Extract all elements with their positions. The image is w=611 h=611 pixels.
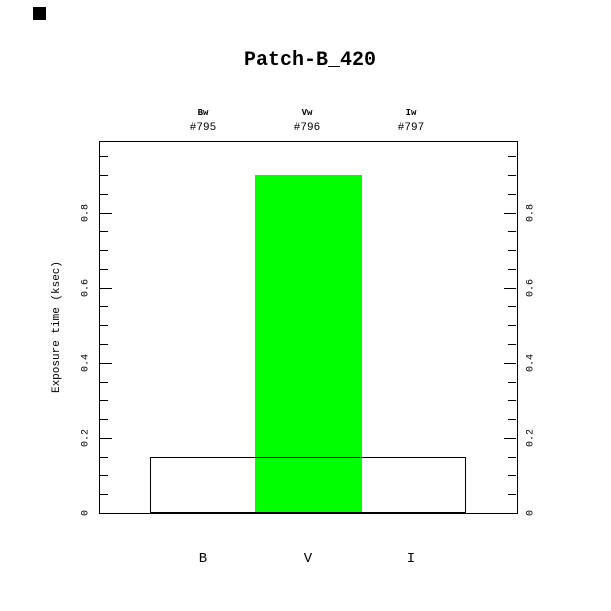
y-right-tick — [508, 156, 516, 157]
y-tick-label-left-0p2: 0.2 — [80, 428, 92, 448]
y-tick-label-right-0p8: 0.8 — [525, 203, 537, 223]
plot-frame — [99, 141, 518, 514]
y-right-tick — [508, 494, 516, 495]
y-right-tick — [504, 288, 516, 289]
y-left-tick — [100, 363, 112, 364]
y-right-tick — [508, 175, 516, 176]
y-left-tick — [100, 231, 108, 232]
y-left-tick — [100, 194, 108, 195]
y-left-tick — [100, 475, 108, 476]
y-right-tick — [508, 306, 516, 307]
y-right-tick — [508, 457, 516, 458]
top-axis-column-b: Bw #795 — [143, 108, 263, 135]
top-axis-column-i: Iw #797 — [351, 108, 471, 135]
y-left-tick — [100, 288, 112, 289]
y-left-tick — [100, 400, 108, 401]
filter-label-iw: Iw — [405, 108, 417, 118]
y-right-tick — [508, 325, 516, 326]
y-left-tick — [100, 269, 108, 270]
y-right-tick — [508, 231, 516, 232]
y-left-tick — [100, 344, 108, 345]
x-category-label-v: V — [303, 551, 313, 567]
chart-title: Patch-B_420 — [243, 49, 377, 72]
exposure-id-796: #796 — [293, 122, 321, 134]
exposure-id-797: #797 — [397, 122, 425, 134]
filter-label-vw: Vw — [301, 108, 313, 118]
y-right-tick — [504, 438, 516, 439]
top-axis-column-v: Vw #796 — [247, 108, 367, 135]
x-category-label-i: I — [406, 551, 416, 567]
y-axis-title: Exposure time (ksec) — [51, 260, 63, 394]
y-right-tick — [508, 250, 516, 251]
y-tick-label-left-0p6: 0.6 — [80, 278, 92, 298]
y-tick-label-left-0: 0 — [80, 509, 92, 517]
y-left-tick — [100, 382, 108, 383]
y-tick-label-right-0p6: 0.6 — [525, 278, 537, 298]
y-right-tick — [508, 419, 516, 420]
y-left-tick — [100, 213, 112, 214]
y-tick-label-left-0p4: 0.4 — [80, 353, 92, 373]
y-tick-label-right-0: 0 — [525, 509, 537, 517]
y-right-tick — [508, 194, 516, 195]
y-tick-label-right-0p4: 0.4 — [525, 353, 537, 373]
y-tick-label-left-0p8: 0.8 — [80, 203, 92, 223]
y-left-tick — [100, 325, 108, 326]
y-left-tick — [100, 175, 108, 176]
exposure-id-795: #795 — [189, 122, 217, 134]
bars-outline-group — [150, 457, 466, 513]
y-left-tick — [100, 457, 108, 458]
y-right-tick — [504, 213, 516, 214]
y-left-tick — [100, 494, 108, 495]
y-tick-label-right-0p2: 0.2 — [525, 428, 537, 448]
filter-label-bw: Bw — [197, 108, 209, 118]
graphics-cursor-block — [33, 7, 46, 20]
y-right-tick — [508, 400, 516, 401]
y-left-tick — [100, 250, 108, 251]
y-right-tick — [508, 475, 516, 476]
y-right-tick — [508, 269, 516, 270]
y-left-tick — [100, 438, 112, 439]
y-right-tick — [508, 382, 516, 383]
x-category-label-b: B — [198, 551, 208, 567]
y-left-tick — [100, 306, 108, 307]
bar-v-filled — [255, 175, 362, 513]
y-right-tick — [504, 363, 516, 364]
y-right-tick — [508, 344, 516, 345]
y-left-tick — [100, 419, 108, 420]
y-left-tick — [100, 156, 108, 157]
